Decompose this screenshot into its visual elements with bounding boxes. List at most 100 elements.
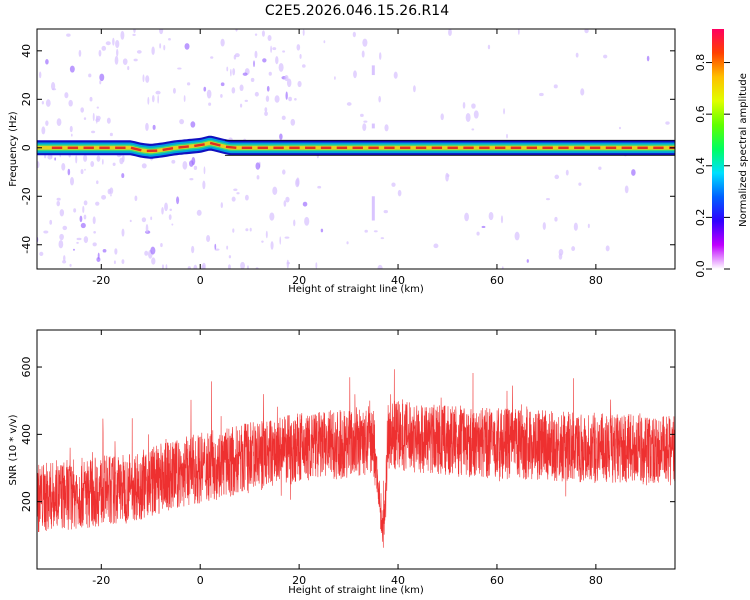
snr-x-tick-label: 0: [197, 574, 204, 587]
heatmap-y-tick-label: 40: [20, 44, 33, 58]
heatmap-noise-mark: [203, 166, 206, 175]
heatmap-noise-mark: [172, 87, 176, 94]
heatmap-noise-mark: [232, 228, 235, 233]
heatmap-noise-mark: [214, 243, 217, 250]
heatmap-noise-mark: [285, 196, 290, 203]
heatmap-noise-mark: [264, 111, 268, 116]
heatmap-noise-mark: [264, 107, 268, 113]
heatmap-noise-mark: [59, 233, 64, 241]
heatmap-noise-mark: [573, 222, 578, 231]
heatmap-noise-mark: [546, 198, 550, 201]
heatmap-noise-mark: [193, 264, 198, 269]
heatmap-noise-mark: [169, 208, 173, 211]
heatmap-noise-mark: [278, 62, 284, 72]
heatmap-noise-mark: [64, 92, 69, 99]
heatmap-noise-mark: [105, 41, 111, 46]
heatmap-noise-mark: [61, 162, 66, 171]
heatmap-noise-mark: [501, 266, 504, 269]
heatmap-noise-mark: [80, 107, 84, 113]
heatmap-noise-mark: [265, 230, 268, 239]
heatmap-noise-mark: [99, 80, 102, 85]
heatmap-noise-mark: [297, 80, 302, 88]
colorbar-tick-label: 0.2: [694, 209, 707, 227]
heatmap-noise-mark: [384, 124, 389, 132]
heatmap-noise-mark: [206, 234, 211, 243]
heatmap-noise-mark: [164, 202, 168, 212]
heatmap-noise-mark: [92, 216, 96, 225]
heatmap-noise-mark: [92, 112, 95, 122]
heatmap-noise-mark: [253, 60, 255, 68]
heatmap-noise-mark: [83, 154, 88, 162]
heatmap-noise-mark: [584, 29, 589, 34]
heatmap-noise-mark: [58, 240, 64, 249]
heatmap-noise-mark: [168, 214, 172, 221]
heatmap-noise-mark: [488, 211, 494, 221]
heatmap-noise-mark: [361, 50, 365, 58]
heatmap-noise-mark: [281, 115, 286, 121]
heatmap-noise-mark: [294, 97, 297, 101]
heatmap-x-tick-label: 0: [197, 274, 204, 287]
heatmap-noise-mark: [624, 185, 629, 194]
heatmap-noise-mark: [362, 38, 368, 47]
heatmap-noise-mark: [377, 264, 383, 269]
heatmap-noise-mark: [275, 56, 279, 65]
heatmap-noise-mark: [179, 119, 185, 125]
heatmap-noise-mark: [352, 31, 356, 38]
heatmap-noise-mark: [267, 35, 272, 42]
heatmap-noise-mark: [191, 245, 195, 254]
heatmap-y-tick-label: 20: [20, 92, 33, 106]
heatmap-noise-mark: [141, 217, 147, 223]
heatmap-noise-mark: [159, 29, 164, 35]
heatmap-noise-mark: [133, 29, 136, 33]
heatmap-noise-mark: [59, 209, 65, 217]
heatmap-noise-mark: [580, 88, 585, 96]
heatmap-x-tick-label: 80: [589, 274, 603, 287]
heatmap-noise-mark: [186, 82, 191, 86]
heatmap-noise-mark: [190, 121, 196, 128]
heatmap-noise-mark: [122, 58, 128, 65]
heatmap-noise-mark: [296, 177, 300, 187]
heatmap-noise-mark: [134, 195, 138, 202]
heatmap-noise-mark: [142, 74, 145, 83]
snr-panel: -20 0 20 40 60 80 200 400 600 Height of straight…: [8, 329, 676, 596]
heatmap-noise-mark: [161, 264, 165, 269]
snr-x-tick-label: 20: [292, 574, 306, 587]
heatmap-noise-mark: [165, 264, 168, 269]
heatmap-noise-mark: [136, 50, 142, 54]
heatmap-noise-mark: [159, 43, 162, 49]
heatmap-noise-mark: [231, 87, 236, 94]
heatmap-noise-mark: [282, 50, 286, 53]
heatmap-noise-mark: [239, 84, 244, 92]
snr-series-line: [37, 369, 675, 548]
heatmap-peak-mark: [194, 143, 205, 148]
snr-x-axis-label: Height of straight line (km): [288, 585, 424, 596]
heatmap-noise-mark: [69, 125, 73, 133]
heatmap-noise-mark: [56, 118, 62, 126]
heatmap-noise-mark: [473, 110, 479, 119]
heatmap-noise-mark: [270, 45, 273, 53]
heatmap-noise-mark: [177, 67, 182, 70]
snr-x-tick-label: 80: [589, 574, 603, 587]
heatmap-noise-mark: [150, 246, 156, 255]
heatmap-noise-mark: [67, 168, 71, 176]
heatmap-noise-mark: [242, 72, 248, 76]
heatmap-noise-mark: [161, 207, 164, 215]
heatmap-noise-mark: [84, 168, 86, 171]
heatmap-noise-mark: [249, 227, 252, 232]
heatmap-noise-mark: [440, 113, 444, 121]
heatmap-noise-mark: [49, 219, 53, 225]
heatmap-noise-mark: [96, 180, 99, 185]
heatmap-noise-mark: [83, 117, 87, 121]
heatmap-noise-mark: [283, 200, 287, 207]
heatmap-noise-mark: [323, 40, 326, 44]
heatmap-noise-mark: [285, 91, 288, 100]
snr-y-axis-label: SNR (10 * v/v): [8, 414, 19, 485]
heatmap-noise-mark: [151, 46, 155, 55]
heatmap-noise-mark: [373, 230, 378, 233]
heatmap-noise-mark: [487, 44, 491, 50]
heatmap-noise-mark: [296, 44, 301, 51]
heatmap-noise-mark: [183, 95, 186, 102]
heatmap-noise-mark: [106, 117, 111, 124]
heatmap-noise-mark: [184, 43, 190, 50]
heatmap-noise-mark: [114, 55, 119, 65]
